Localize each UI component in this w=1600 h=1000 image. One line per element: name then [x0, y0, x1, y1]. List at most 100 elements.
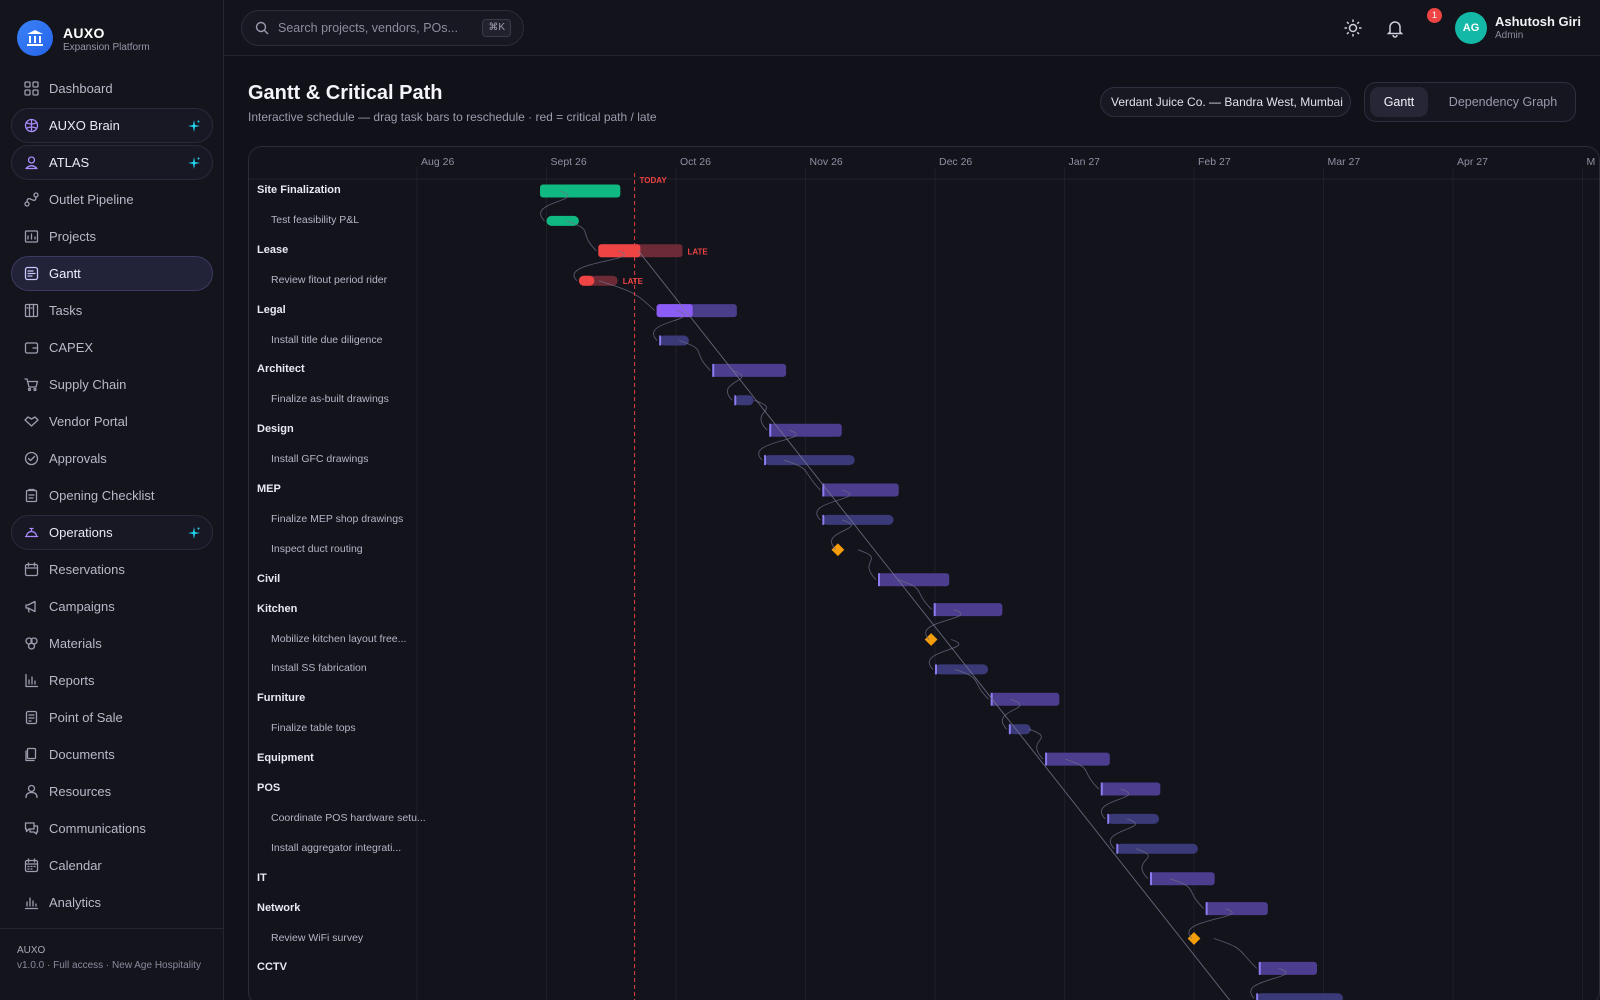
gantt-bar-handle	[935, 664, 937, 675]
sidebar-nav: Dashboard AUXO Brain ATLAS Outlet Pipeline P…	[11, 71, 213, 922]
gantt-bar	[769, 423, 842, 437]
theme-toggle-icon[interactable]	[1343, 18, 1363, 38]
sidebar-item-vendor-portal[interactable]: Vendor Portal	[11, 404, 213, 439]
month-tick-label: M	[1587, 156, 1596, 168]
page-subtitle: Interactive schedule — drag task bars to…	[248, 110, 657, 124]
gantt-bar-handle	[990, 692, 993, 706]
sidebar-item-label: Reservations	[49, 562, 125, 577]
sidebar-item-label: Projects	[49, 229, 96, 244]
search-input[interactable]: Search projects, vendors, POs... ⌘K	[241, 10, 524, 46]
sidebar-item-capex[interactable]: CAPEX	[11, 330, 213, 365]
board-icon	[24, 303, 39, 318]
gantt-bar-handle	[764, 455, 767, 466]
gantt-bar-progress	[578, 275, 595, 286]
dependency-connector	[857, 549, 877, 581]
gantt-bar	[933, 603, 1003, 617]
notifications-bell-icon[interactable]	[1385, 18, 1405, 38]
gantt-bar-handle	[659, 335, 662, 346]
month-tick-label: Oct 26	[680, 156, 711, 168]
gantt-bar	[540, 184, 621, 198]
dependency-connector	[653, 310, 685, 341]
sidebar-item-point-of-sale[interactable]: Point of Sale	[11, 700, 213, 735]
gantt-bar	[990, 692, 1060, 706]
calendar-grid-icon	[24, 858, 39, 873]
gantt-bar-handle	[822, 514, 825, 525]
sidebar-item-label: AUXO Brain	[49, 118, 120, 133]
sidebar-item-atlas[interactable]: ATLAS	[11, 145, 213, 180]
user-avatar[interactable]: AG	[1455, 12, 1487, 44]
sidebar-item-calendar[interactable]: Calendar	[11, 848, 213, 883]
sidebar-item-label: Resources	[49, 784, 112, 799]
sidebar-item-label: Supply Chain	[49, 377, 127, 392]
project-selector[interactable]: Verdant Juice Co. — Bandra West, Mumbai	[1100, 87, 1351, 117]
dependency-connector	[1109, 818, 1136, 850]
sidebar-item-label: Approvals	[49, 451, 107, 466]
gantt-bar-handle	[1205, 902, 1208, 916]
milestone-diamond	[924, 633, 938, 646]
sidebar-item-operations[interactable]: Operations	[11, 515, 213, 550]
gantt-bar	[1100, 782, 1161, 796]
sparkle-icon	[187, 156, 201, 170]
sidebar-item-resources[interactable]: Resources	[11, 774, 213, 809]
page-title: Gantt & Critical Path	[248, 82, 443, 104]
sidebar-item-projects[interactable]: Projects	[11, 219, 213, 254]
sidebar-item-reports[interactable]: Reports	[11, 663, 213, 698]
gantt-bar-handle	[1100, 782, 1103, 796]
sidebar-item-materials[interactable]: Materials	[11, 626, 213, 661]
gantt-task-label: Install title due diligence	[271, 333, 383, 346]
notification-count-badge: 1	[1427, 8, 1442, 23]
gantt-bar-handle	[1008, 724, 1011, 735]
gantt-bar-handle	[1258, 961, 1261, 975]
sidebar-item-reservations[interactable]: Reservations	[11, 552, 213, 587]
critical-path-connector	[637, 250, 1231, 1000]
dependency-connector	[566, 220, 597, 252]
gantt-group-label: Legal	[257, 303, 286, 316]
gantt-bar-handle	[734, 395, 737, 406]
sidebar-item-dashboard[interactable]: Dashboard	[11, 71, 213, 106]
gantt-bar-handle	[822, 483, 825, 497]
gantt-bar	[822, 483, 899, 497]
dependency-connector	[929, 639, 960, 670]
sidebar-item-communications[interactable]: Communications	[11, 811, 213, 846]
sidebar-item-gantt[interactable]: Gantt	[11, 256, 213, 291]
sidebar-footer: AUXO v1.0.0 · Full access · New Age Hosp…	[0, 928, 224, 1000]
dependency-connector	[831, 519, 852, 551]
pipeline-icon	[24, 192, 39, 207]
gantt-bar-handle	[933, 603, 936, 617]
auxo-logo-icon[interactable]	[17, 20, 53, 56]
sidebar-item-tasks[interactable]: Tasks	[11, 293, 213, 328]
wallet-icon	[24, 340, 39, 355]
sidebar-item-label: Analytics	[49, 895, 102, 910]
sidebar-item-auxo-brain[interactable]: AUXO Brain	[11, 108, 213, 143]
gantt-task-label: Install aggregator integrati...	[271, 841, 402, 854]
late-flag: LATE	[687, 247, 708, 256]
dependency-connector	[783, 459, 821, 491]
user-name[interactable]: Ashutosh Giri	[1495, 14, 1581, 29]
sidebar-item-supply-chain[interactable]: Supply Chain	[11, 367, 213, 402]
tab-gantt[interactable]: Gantt	[1370, 87, 1428, 117]
milestone-diamond	[1187, 932, 1201, 945]
gantt-group-label: Equipment	[257, 752, 314, 765]
sidebar: AUXO Expansion Platform Dashboard AUXO Br…	[0, 0, 224, 1000]
sidebar-item-opening-checklist[interactable]: Opening Checklist	[11, 478, 213, 513]
sidebar-item-label: Tasks	[49, 303, 83, 318]
brain-icon	[24, 118, 39, 133]
gantt-bar	[1258, 961, 1318, 975]
month-tick-label: Aug 26	[421, 156, 454, 168]
gantt-group-label: POS	[257, 782, 281, 794]
gantt-bar-progress	[656, 304, 693, 318]
sidebar-item-approvals[interactable]: Approvals	[11, 441, 213, 476]
gantt-bar-handle	[1116, 843, 1119, 854]
month-tick-label: Feb 27	[1198, 156, 1231, 168]
gantt-canvas: Aug 26 Sept 26 Oct 26 Nov 26 Dec 26 Jan 27 Feb…	[249, 156, 1599, 1000]
sidebar-item-outlet-pipeline[interactable]: Outlet Pipeline	[11, 182, 213, 217]
folder-icon	[24, 229, 39, 244]
sidebar-item-documents[interactable]: Documents	[11, 737, 213, 772]
sidebar-item-analytics[interactable]: Analytics	[11, 885, 213, 920]
sidebar-item-campaigns[interactable]: Campaigns	[11, 589, 213, 624]
sidebar-item-label: Dashboard	[49, 81, 113, 96]
tab-dependency-graph[interactable]: Dependency Graph	[1448, 95, 1558, 109]
dependency-connector	[726, 369, 743, 401]
dependency-connector	[1213, 938, 1258, 969]
gantt-task-label: Coordinate POS hardware setu...	[271, 811, 426, 824]
